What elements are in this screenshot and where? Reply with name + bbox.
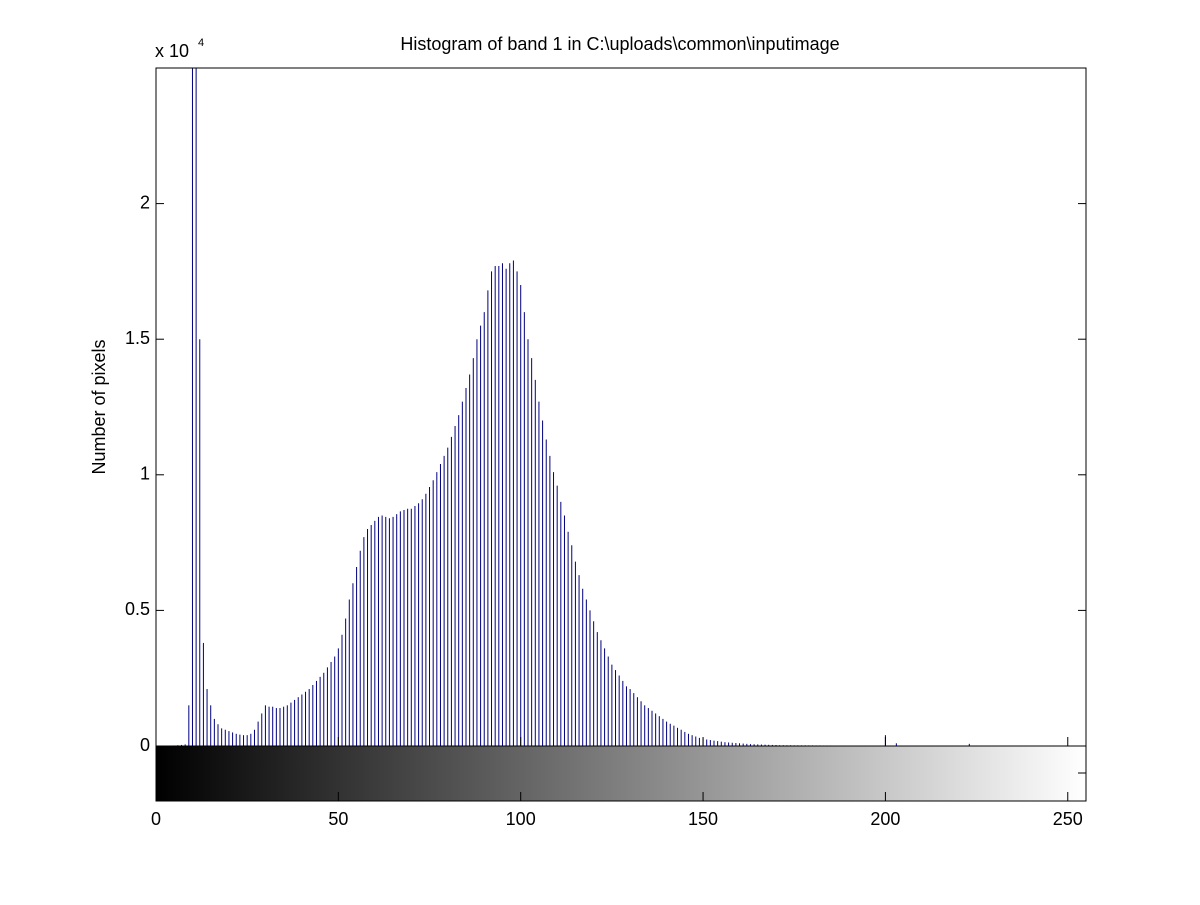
y-tick-label: 0.5: [125, 599, 150, 619]
y-axis-label: Number of pixels: [89, 339, 109, 474]
x-tick-label: 100: [506, 809, 536, 829]
x-tick-label: 50: [328, 809, 348, 829]
x-tick-label: 150: [688, 809, 718, 829]
y-tick-label: 2: [140, 192, 150, 212]
y-multiplier-exponent: 4: [198, 37, 204, 49]
colorbar: [156, 746, 1086, 801]
y-tick-label: 1.5: [125, 328, 150, 348]
stems: [173, 68, 1086, 746]
y-multiplier-base: x 10: [155, 41, 189, 61]
x-tick-label: 200: [870, 809, 900, 829]
chart-title: Histogram of band 1 in C:\uploads\common…: [400, 34, 839, 54]
x-tick-label: 0: [151, 809, 161, 829]
x-tick-label: 250: [1053, 809, 1083, 829]
y-tick-label: 0: [140, 735, 150, 755]
y-tick-label: 1: [140, 464, 150, 484]
